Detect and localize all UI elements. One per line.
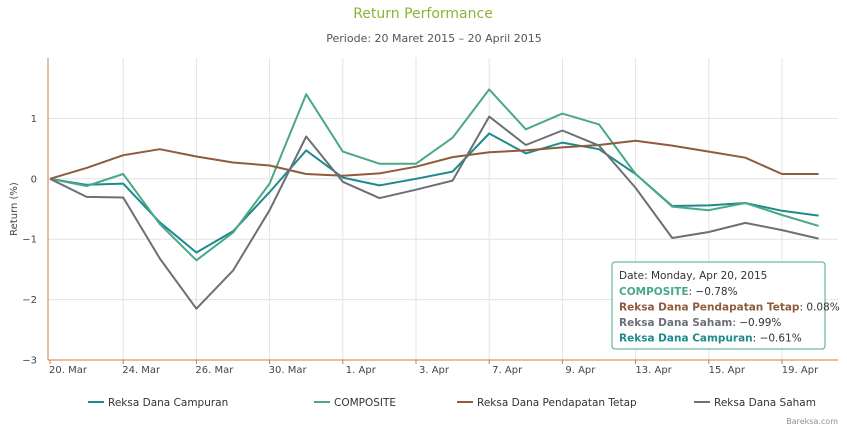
x-tick-label: 3. Apr	[419, 365, 450, 376]
x-tick-label: 24. Mar	[122, 365, 161, 376]
tooltip-box	[611, 261, 826, 350]
tooltip: Date: Monday, Apr 20, 2015 COMPOSITE: −0…	[611, 261, 840, 350]
y-tick-labels: −3 −2 −1 0 1	[22, 114, 37, 367]
legend-label: COMPOSITE	[334, 397, 396, 409]
legend-item[interactable]: COMPOSITE	[314, 397, 396, 409]
legend: Reksa Dana Campuran COMPOSITE Reksa Dana P…	[88, 397, 816, 409]
tooltip-date: Date: Monday, Apr 20, 2015	[619, 270, 767, 282]
series-line-composite[interactable]	[49, 88, 819, 262]
x-tick-label: 20. Mar	[49, 365, 88, 376]
y-tick-label: −1	[22, 235, 37, 246]
credit-text: Bareksa.com	[786, 417, 838, 426]
tooltip-series-name: COMPOSITE	[619, 286, 689, 298]
legend-item[interactable]: Reksa Dana Saham	[694, 397, 816, 409]
legend-item[interactable]: Reksa Dana Pendapatan Tetap	[457, 397, 637, 409]
x-tick-label: 19. Apr	[782, 365, 819, 376]
legend-label: Reksa Dana Pendapatan Tetap	[477, 397, 637, 409]
tooltip-series-name: Reksa Dana Pendapatan Tetap	[619, 302, 800, 314]
legend-label: Reksa Dana Campuran	[108, 397, 228, 409]
legend-label: Reksa Dana Saham	[714, 397, 816, 409]
x-tick-label: 15. Apr	[709, 365, 746, 376]
chart-subtitle: Periode: 20 Maret 2015 – 20 April 2015	[326, 32, 541, 45]
legend-item[interactable]: Reksa Dana Campuran	[88, 397, 228, 409]
x-tick-label: 26. Mar	[195, 365, 234, 376]
series-line-reksa-dana-pendapatan-tetap[interactable]	[49, 139, 819, 180]
series-line-reksa-dana-campuran[interactable]	[49, 132, 819, 254]
tooltip-series-value: −0.99%	[739, 317, 781, 329]
tooltip-series-name: Reksa Dana Campuran	[619, 333, 753, 345]
y-tick-label: −2	[22, 295, 37, 306]
x-tick-label: 1. Apr	[346, 365, 377, 376]
y-tick-label: 1	[31, 114, 37, 125]
tooltip-row: Reksa Dana Saham: −0.99%	[619, 317, 781, 329]
tooltip-row: Reksa Dana Campuran: −0.61%	[619, 333, 802, 345]
y-tick-label: 0	[31, 174, 37, 185]
tooltip-series-value: 0.08%	[806, 302, 839, 314]
tooltip-series-value: −0.78%	[695, 286, 737, 298]
chart-title: Return Performance	[353, 6, 493, 22]
y-axis-label: Return (%)	[9, 182, 20, 236]
series-line-reksa-dana-saham[interactable]	[49, 115, 819, 310]
x-tick-label: 7. Apr	[492, 365, 523, 376]
x-tick-labels: 20. Mar 24. Mar 26. Mar 30. Mar 1. Apr 3. Apr…	[49, 365, 819, 376]
series-lines	[49, 88, 819, 310]
x-tick-label: 30. Mar	[269, 365, 308, 376]
tooltip-row: Reksa Dana Pendapatan Tetap: 0.08%	[619, 302, 840, 314]
tooltip-series-name: Reksa Dana Saham	[619, 317, 732, 329]
x-tick-label: 13. Apr	[635, 365, 672, 376]
y-tick-label: −3	[22, 356, 37, 367]
tooltip-series-value: −0.61%	[760, 333, 802, 345]
tooltip-rows: COMPOSITE: −0.78% Reksa Dana Pendapatan T…	[619, 286, 840, 345]
x-tick-label: 9. Apr	[565, 365, 596, 376]
tooltip-row: COMPOSITE: −0.78%	[619, 286, 738, 298]
